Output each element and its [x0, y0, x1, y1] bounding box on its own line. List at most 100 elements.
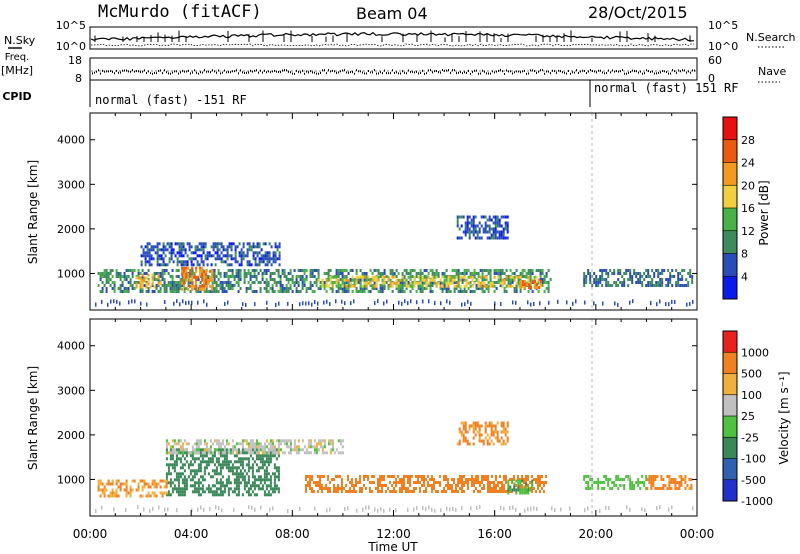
power-cell [485, 275, 488, 279]
power-ground-scatter [416, 300, 418, 305]
velocity-cell [231, 439, 234, 443]
velocity-cell [241, 439, 244, 443]
velocity-cell [275, 439, 278, 443]
velocity-cell [247, 457, 250, 461]
velocity-cell [223, 451, 226, 455]
velocity-cell [263, 451, 266, 455]
velocity-cell [462, 433, 465, 437]
velocity-ground-scatter [512, 505, 514, 510]
freq-sample [562, 71, 563, 74]
power-cell [253, 272, 256, 275]
power-cell [441, 281, 444, 285]
power-cell [264, 257, 267, 261]
velocity-cell [474, 427, 477, 431]
velocity-cell [217, 445, 220, 449]
velocity-cell [496, 421, 499, 425]
power-cell [264, 242, 267, 246]
velocity-cell [467, 478, 469, 481]
power-cell [365, 272, 368, 275]
velocity-cell [187, 466, 190, 470]
power-cell [481, 284, 484, 287]
velocity-cell [197, 469, 200, 473]
freq-sample [654, 72, 655, 75]
velocity-cell [195, 445, 198, 449]
power-cell [319, 284, 322, 288]
power-cell [495, 287, 498, 290]
power-cell [331, 290, 334, 293]
freq-sample [632, 69, 633, 72]
velocity-cell [529, 488, 532, 492]
velocity-cell [239, 469, 242, 473]
power-cell [541, 278, 544, 281]
velocity-cell [217, 481, 220, 485]
power-cell [543, 275, 546, 278]
velocity-cell [141, 488, 144, 492]
velocity-cell [615, 478, 618, 481]
velocity-cell [427, 484, 429, 487]
power-cell [498, 236, 501, 240]
velocity-cell [668, 481, 671, 484]
power-cell [205, 284, 208, 288]
power-cell [657, 275, 660, 278]
power-cell [188, 257, 191, 261]
velocity-cell [263, 454, 266, 458]
power-cell [276, 257, 279, 261]
velocity-cell [499, 475, 501, 478]
power-cell [295, 278, 298, 281]
velocity-ground-scatter [503, 506, 505, 511]
power-cell [669, 278, 672, 281]
power-cell [211, 281, 214, 284]
power-cell [351, 269, 354, 272]
velocity-cell [507, 491, 510, 495]
power-cell [427, 284, 430, 287]
power-cell [357, 290, 360, 293]
power-cell [178, 242, 181, 246]
velocity-cell [668, 487, 671, 490]
power-cell [667, 281, 670, 284]
power-cell [455, 272, 458, 275]
velocity-cell [357, 481, 359, 484]
velocity-cell [269, 457, 272, 461]
power-cell [160, 248, 163, 252]
power-cell [147, 279, 150, 283]
velocity-cell [471, 484, 473, 487]
freq-sample [152, 72, 153, 75]
power-cell [150, 257, 153, 261]
power-cell [537, 281, 540, 285]
freq-sample [108, 70, 109, 73]
power-cell [635, 275, 638, 278]
power-cell [496, 221, 499, 225]
velocity-cell [271, 445, 274, 449]
velocity-cell [502, 427, 505, 431]
velocity-cell [231, 463, 234, 467]
power-cell [457, 272, 460, 275]
velocity-cell [187, 475, 190, 479]
power-cell [229, 281, 232, 284]
velocity-cell [253, 493, 256, 497]
velocity-cell [453, 478, 455, 481]
velocity-cell [319, 439, 322, 443]
power-cell [272, 257, 275, 261]
power-cell [141, 269, 144, 272]
velocity-cell [181, 478, 184, 482]
freq-sample [662, 69, 663, 72]
velocity-cell [321, 451, 324, 455]
freq-sample [640, 70, 641, 73]
x-tick-label: 04:00 [174, 527, 209, 541]
velocity-cell [543, 484, 545, 487]
power-cell [347, 287, 350, 290]
freq-sample [112, 70, 113, 73]
velocity-cell [301, 439, 304, 443]
power-cell [536, 283, 538, 287]
power-cell [492, 221, 495, 225]
freq-sample [460, 71, 461, 74]
velocity-cell [213, 490, 216, 494]
velocity-cell [235, 484, 238, 488]
power-ground-scatter [428, 299, 430, 304]
velocity-colorbar-swatch [723, 352, 737, 374]
velocity-cell [275, 451, 278, 455]
velocity-cell [490, 430, 493, 434]
velocity-cell [490, 421, 493, 425]
velocity-cell [137, 488, 140, 492]
velocity-cell [527, 475, 529, 478]
